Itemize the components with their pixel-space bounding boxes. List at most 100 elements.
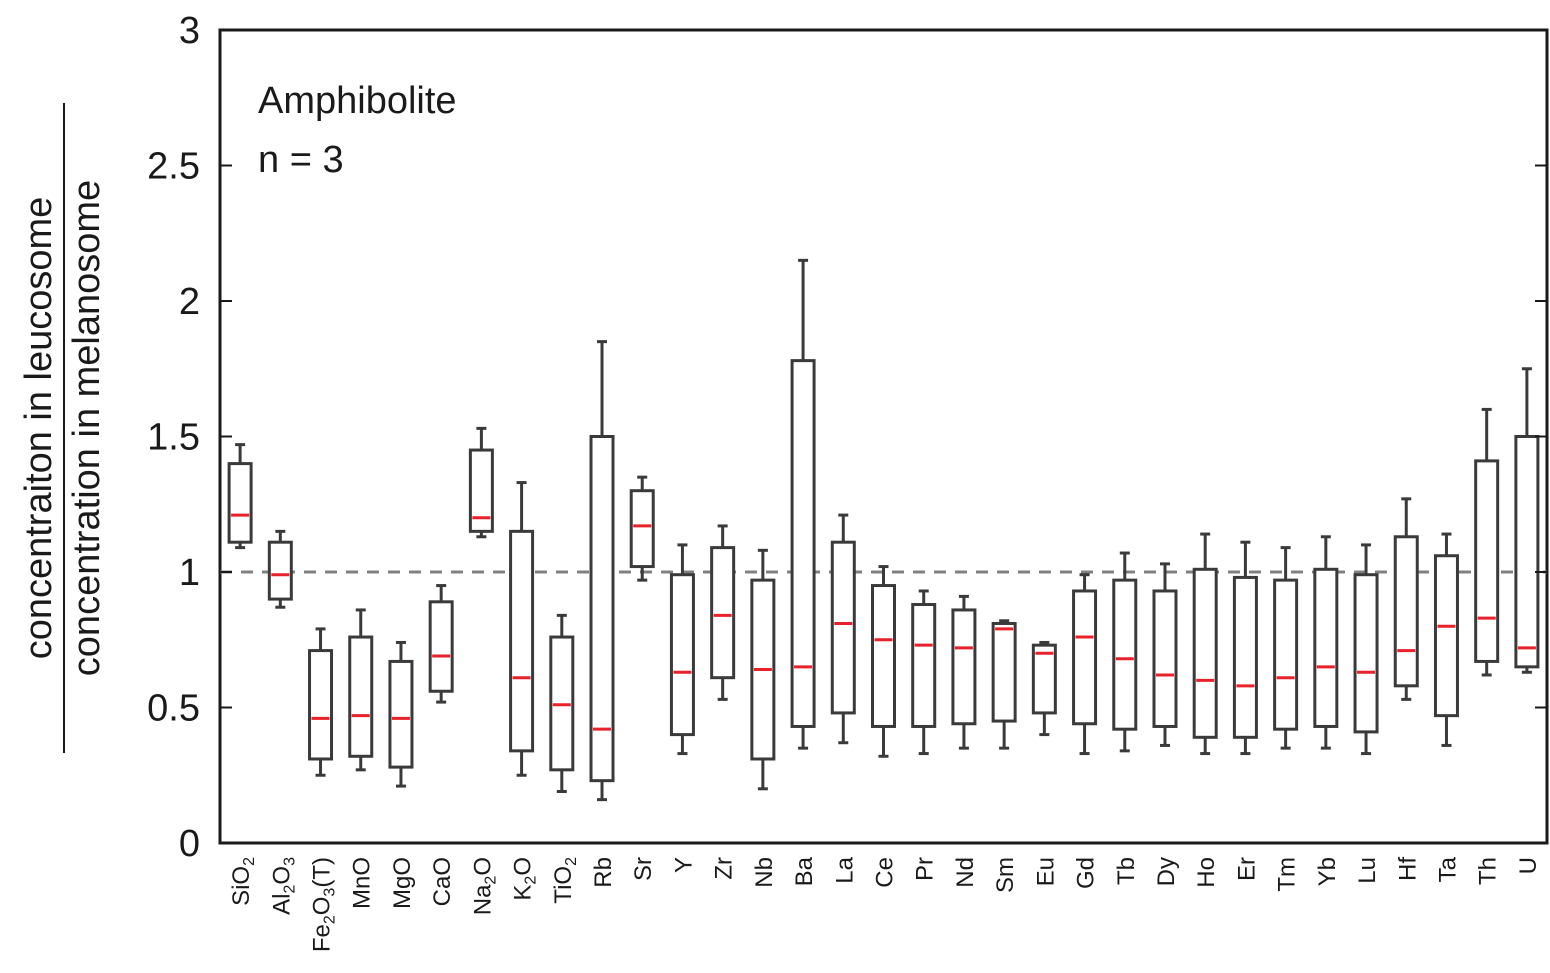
box-iqr (1433, 554, 1459, 718)
box-Lu (1353, 543, 1379, 756)
x-tick-label-text: U (1515, 857, 1542, 874)
x-tick-label-subscript: 2 (563, 857, 580, 866)
x-tick-label-text: K (510, 885, 537, 901)
x-tick-label-text: La (831, 856, 858, 883)
y-tick-label: 2 (179, 281, 200, 323)
x-tick-label: Pr (912, 857, 939, 881)
x-tick-label: Rb (590, 857, 617, 888)
box-SiO2 (227, 443, 253, 550)
box-iqr (911, 603, 937, 728)
box-CaO (428, 584, 454, 704)
box-iqr (1353, 573, 1379, 734)
y-axis-label-denominator: concentration in melanosome (66, 180, 108, 676)
y-axis-ticks: 0 0.5 1 1.5 2 2.5 3 (147, 10, 1547, 865)
box-iqr (1152, 589, 1178, 728)
x-tick-label-subscript: 3 (281, 857, 298, 866)
x-tick-label-text: (T) (309, 857, 336, 888)
x-tick-label: Zr (711, 857, 738, 880)
x-tick-label-text: Zr (711, 857, 738, 880)
x-tick-label-text: Hf (1394, 857, 1421, 881)
box-Eu (1031, 640, 1057, 737)
x-tick-label-text: Fe (309, 924, 336, 952)
x-tick-label-text: Er (1233, 857, 1260, 881)
x-tick-label-subscript: 2 (241, 857, 258, 866)
x-tick-label-text: Nb (751, 857, 778, 888)
box-iqr (951, 608, 977, 726)
x-tick-label: MnO (349, 857, 376, 909)
x-tick-label: Sr (630, 857, 657, 881)
box-iqr (267, 540, 293, 601)
x-tick-label: Na2O (469, 857, 499, 915)
x-tick-label-text: Sm (992, 857, 1019, 893)
y-axis-label-numerator: concentraiton in leucosome (18, 197, 60, 660)
box-Ba (790, 258, 816, 750)
box-K2O (509, 481, 535, 777)
x-tick-label-text: Tm (1274, 857, 1301, 892)
box-iqr (1112, 578, 1138, 731)
x-tick-label: Th (1475, 857, 1502, 885)
box-iqr (227, 462, 253, 544)
x-tick-label-subscript: 3 (322, 888, 339, 897)
x-tick-label-text: O (510, 857, 537, 876)
x-tick-label-text: Gd (1073, 857, 1100, 889)
box-Sr (629, 475, 655, 582)
box-iqr (388, 659, 414, 769)
box-iqr (589, 435, 615, 783)
box-iqr (308, 649, 334, 761)
annotation-rock-type: Amphibolite (258, 80, 457, 122)
x-tick-label: Ba (791, 856, 818, 886)
x-tick-label-text: Lu (1354, 857, 1381, 884)
box-Gd (1072, 573, 1098, 756)
x-tick-label-text: Ho (1193, 857, 1220, 888)
x-tick-label: K2O (510, 857, 540, 901)
x-tick-label-text: Dy (1153, 857, 1180, 886)
x-tick-label: Gd (1073, 857, 1100, 889)
box-Dy (1152, 562, 1178, 747)
box-Ho (1192, 532, 1218, 756)
x-tick-label: Yb (1314, 857, 1341, 886)
x-tick-label-text: Rb (590, 857, 617, 888)
x-tick-label-text: O (268, 866, 295, 885)
box-Nb (750, 548, 776, 791)
box-Ce (871, 565, 896, 758)
x-tick-label: Nd (952, 857, 979, 888)
x-tick-label: Tm (1274, 857, 1301, 892)
box-iqr (1313, 567, 1339, 728)
x-tick-label-text: TiO (550, 866, 577, 904)
x-tick-label-text: CaO (429, 857, 456, 906)
y-tick-label: 1.5 (147, 417, 200, 459)
x-tick-label-text: Yb (1314, 857, 1341, 886)
x-tick-label: Nb (751, 857, 778, 888)
box-Ta (1433, 532, 1459, 747)
x-tick-label: CaO (429, 857, 456, 906)
box-iqr (991, 621, 1017, 723)
box-Yb (1313, 535, 1339, 750)
box-Tb (1112, 551, 1138, 753)
x-tick-label-text: Nd (952, 857, 979, 888)
box-iqr (629, 489, 655, 569)
box-Hf (1393, 497, 1419, 701)
x-tick-label: Y (670, 857, 697, 873)
x-tick-label-text: MgO (389, 857, 416, 909)
x-tick-label-text: Ba (791, 856, 818, 886)
box-Th (1474, 407, 1500, 677)
box-iqr (669, 573, 695, 737)
x-tick-label: Eu (1032, 857, 1059, 886)
x-tick-label-text: Eu (1032, 857, 1059, 886)
boxes (227, 258, 1540, 802)
box-iqr (1514, 435, 1540, 669)
x-tick-label: Hf (1394, 857, 1421, 881)
x-tick-label: Er (1233, 857, 1260, 881)
x-tick-label-text: Tb (1113, 857, 1140, 885)
x-tick-label: Dy (1153, 857, 1180, 886)
box-iqr (790, 359, 816, 728)
y-tick-label: 3 (179, 10, 200, 52)
x-tick-label-text: Na (469, 884, 496, 915)
x-tick-label: Ce (872, 857, 899, 888)
x-tick-label: Sm (992, 857, 1019, 893)
box-iqr (1072, 589, 1098, 726)
box-iqr (1232, 575, 1258, 739)
box-Fe2O3(T) (308, 627, 334, 777)
x-tick-label-text: Ta (1434, 856, 1461, 882)
x-tick-label-subscript: 2 (523, 876, 540, 885)
